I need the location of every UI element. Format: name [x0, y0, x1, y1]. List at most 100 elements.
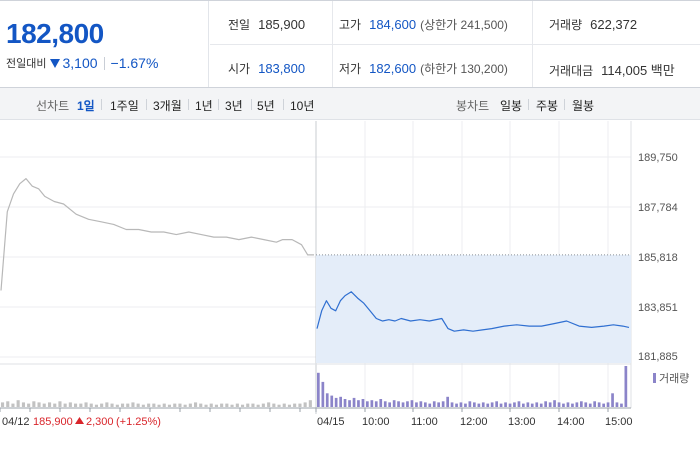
intraday-price-chart[interactable]: 189,750 187,784 185,818 183,851 181,885 …	[0, 121, 700, 450]
volume-bar	[308, 400, 312, 407]
open-stat: 시가 183,800	[228, 60, 305, 77]
y-tick-label: 183,851	[638, 302, 678, 314]
volume-legend: 거래량	[659, 372, 689, 385]
volume-bar	[157, 404, 161, 407]
stats-divider	[532, 1, 533, 87]
volume-bar	[110, 403, 114, 407]
volume-bar	[383, 401, 387, 407]
volume-bar	[330, 395, 334, 407]
volume-bar	[548, 402, 552, 407]
volume-bar	[553, 400, 556, 407]
volume-bar	[42, 403, 46, 407]
period-1-week[interactable]: 1주일	[110, 99, 139, 113]
volume-bars	[1, 366, 628, 408]
volume-bar	[32, 401, 36, 407]
volume-value: 622,372	[590, 17, 638, 32]
change-divider	[103, 56, 105, 70]
prev-day-rate: (+1.25%)	[116, 416, 161, 428]
prev-close-stat: 전일 185,900	[228, 16, 305, 33]
y-tick-label: 189,750	[638, 152, 678, 164]
volume-bar	[374, 401, 378, 407]
volume-bar	[522, 403, 525, 407]
open-label: 시가	[228, 62, 251, 76]
volume-bar	[580, 401, 583, 407]
volume-bar	[343, 399, 347, 407]
volume-bar	[121, 403, 125, 407]
volume-bar	[584, 402, 588, 407]
volume-bar	[446, 396, 449, 408]
toolbar-divider	[146, 99, 147, 110]
volume-bar	[199, 403, 203, 407]
candle-monthly[interactable]: 월봉	[572, 99, 595, 113]
volume-bar	[293, 403, 297, 407]
volume-bar	[303, 402, 307, 407]
period-1-year[interactable]: 1년	[195, 99, 213, 113]
volume-bar	[455, 403, 458, 407]
volume-bar	[464, 403, 467, 407]
candle-daily[interactable]: 일봉	[500, 99, 523, 113]
volume-bar	[397, 401, 400, 407]
volume-bar	[27, 403, 31, 407]
line-chart-label: 선차트	[36, 99, 70, 113]
period-3-months[interactable]: 3개월	[153, 99, 182, 113]
change-label: 전일대비	[6, 58, 47, 70]
volume-bar	[575, 402, 579, 407]
down-triangle-icon	[50, 58, 61, 68]
volume-bar	[241, 404, 245, 407]
volume-bar	[48, 402, 52, 407]
toolbar-divider	[218, 99, 219, 110]
current-price: 182,800	[6, 18, 104, 49]
below-reference-fill	[316, 254, 631, 363]
volume-bar	[526, 402, 530, 407]
volume-bar	[1, 402, 5, 407]
change-amount: 3,100	[62, 55, 98, 71]
low-value: 182,600	[369, 61, 417, 76]
quote-panel: 182,800 전일대비 3,100 −1.67% 전일 185,900 고가 18…	[0, 0, 700, 88]
axis-labels: 189,750 187,784 185,818 183,851 181,885 …	[2, 152, 689, 428]
volume-bar	[410, 400, 414, 407]
volume-bar	[287, 404, 291, 407]
volume-bar	[388, 402, 391, 407]
stats-divider	[210, 44, 700, 45]
period-3-years[interactable]: 3년	[225, 99, 243, 113]
volume-bar	[615, 402, 619, 407]
volume-bar	[624, 366, 628, 407]
period-5-years[interactable]: 5년	[257, 99, 275, 113]
volume-bar	[141, 404, 145, 407]
y-tick-label: 181,885	[638, 351, 678, 363]
volume-bar	[357, 400, 360, 407]
volume-bar	[136, 403, 140, 407]
period-10-years[interactable]: 10년	[290, 99, 315, 113]
volume-bar	[162, 403, 166, 407]
volume-bar	[481, 402, 485, 407]
volume-bar	[11, 403, 15, 407]
toolbar-divider	[564, 99, 565, 110]
volume-bar	[562, 403, 565, 407]
volume-bar	[173, 403, 177, 407]
volume-bar	[508, 403, 512, 407]
toolbar-divider	[188, 99, 189, 110]
volume-bar	[611, 393, 614, 407]
period-1-day[interactable]: 1일	[77, 99, 95, 113]
volume-bar	[209, 403, 213, 407]
y-tick-label: 187,784	[638, 202, 678, 214]
prev-day-change: 2,300	[86, 416, 114, 428]
volume-bar	[272, 403, 276, 407]
volume-bar	[361, 399, 365, 407]
candle-weekly[interactable]: 주봉	[536, 99, 559, 113]
candle-chart-label: 봉차트	[456, 99, 490, 113]
volume-bar	[437, 402, 440, 407]
volume-bar	[317, 372, 320, 407]
volume-bar	[89, 403, 93, 407]
volume-bar	[468, 401, 472, 407]
high-value: 184,600	[369, 17, 417, 32]
volume-bar	[557, 402, 561, 407]
below-reference-area	[316, 254, 631, 363]
volume-bar	[261, 403, 265, 407]
volume-bar	[459, 402, 463, 407]
toolbar-divider	[101, 99, 102, 110]
volume-bar	[100, 403, 104, 407]
volume-bar	[473, 402, 476, 407]
volume-stat: 거래량 622,372	[549, 16, 637, 33]
low-stat: 저가 182,600 (하한가 130,200)	[339, 60, 508, 77]
